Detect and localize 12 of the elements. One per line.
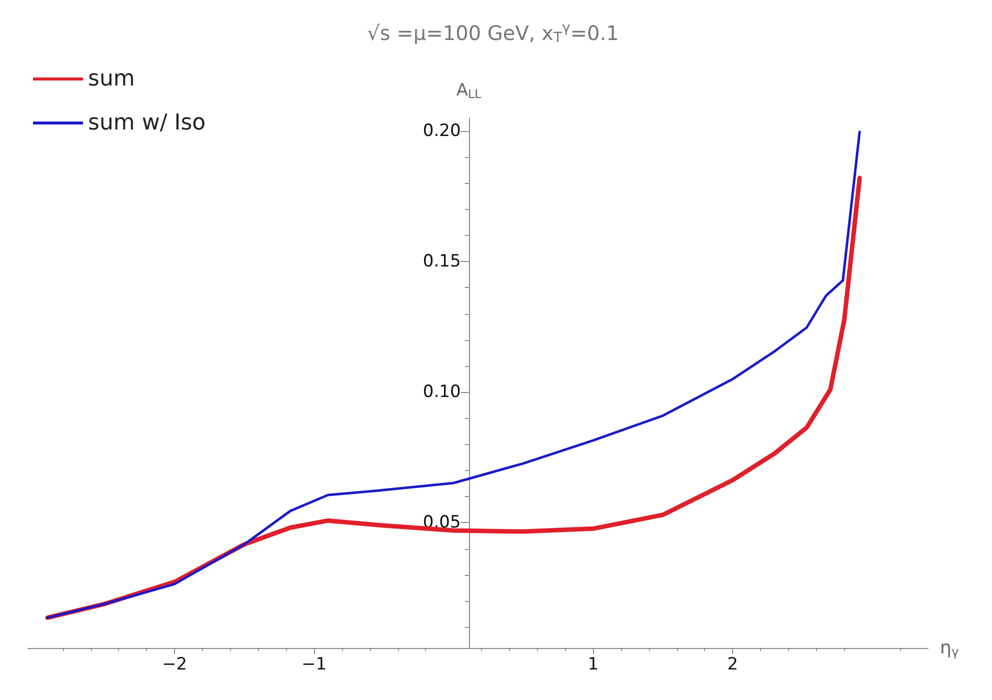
legend-label: sum w/ Iso [88, 110, 206, 136]
y-tick-label: 0.05 [422, 512, 461, 533]
x-tick-label: 1 [588, 654, 599, 674]
x-tick-label: −1 [302, 654, 327, 674]
legend-label: sum [88, 66, 135, 92]
x-tick-label: 2 [727, 654, 738, 674]
x-tick-label: −2 [162, 654, 188, 674]
y-axis-title: ALL [456, 80, 482, 101]
x-axis-title: ηγ [940, 638, 960, 660]
y-tick-label: 0.20 [422, 121, 461, 142]
y-tick-label: 0.15 [422, 252, 461, 272]
y-tick-label: 0.10 [422, 382, 461, 402]
